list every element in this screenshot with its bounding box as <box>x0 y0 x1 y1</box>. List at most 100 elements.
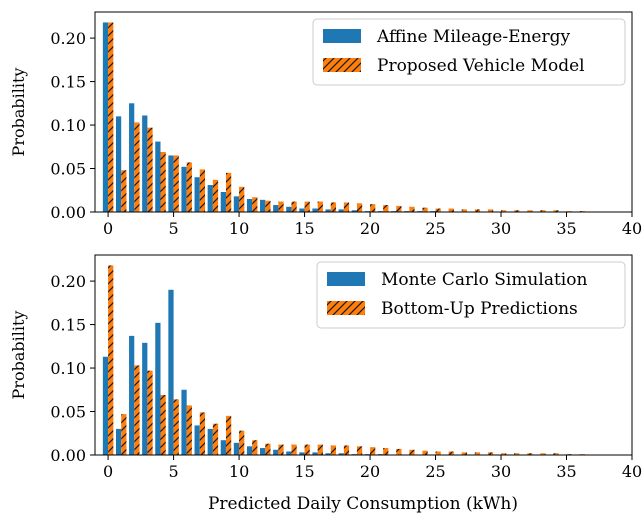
bottom-legend-swatch-monte-carlo <box>327 272 365 286</box>
bottom-x-ticks: 0 5 10 15 20 25 30 35 40 <box>103 455 642 481</box>
bar-top-series-1-x-26 <box>448 208 454 212</box>
bar-top-series-1-x-7 <box>199 169 206 212</box>
bar-top-series-1-x-24 <box>422 207 428 212</box>
bar-top-series-1-x-34 <box>553 210 559 212</box>
bar-bottom-series-1-x-3 <box>147 370 153 455</box>
bar-top-series-0-x-13 <box>273 205 279 212</box>
x-tick-label: 15 <box>294 462 314 481</box>
bar-top-series-1-x-25 <box>435 208 441 212</box>
bar-top-series-0-x-10 <box>233 196 240 212</box>
bar-bottom-series-0-x-3 <box>142 342 148 455</box>
x-tick-label: 20 <box>360 462 380 481</box>
bar-bottom-series-1-x-16 <box>317 444 323 455</box>
bar-top-series-0-x-2 <box>129 103 135 212</box>
x-tick-label: 0 <box>103 219 113 238</box>
bar-top-series-1-x-6 <box>186 162 192 212</box>
x-tick-label: 30 <box>491 462 511 481</box>
top-y-axis-label: Probability <box>9 68 28 157</box>
bar-bottom-series-1-x-9 <box>225 415 232 455</box>
bar-bottom-series-0-x-15 <box>299 452 305 455</box>
bar-top-series-0-x-8 <box>207 185 213 212</box>
bar-bottom-series-1-x-31 <box>514 453 520 455</box>
x-tick-label: 30 <box>491 219 511 238</box>
bar-top-series-1-x-31 <box>514 210 520 212</box>
top-legend-label-proposed: Proposed Vehicle Model <box>377 56 585 76</box>
bar-bottom-series-1-x-22 <box>396 448 402 455</box>
bar-bottom-series-1-x-14 <box>291 444 297 455</box>
x-tick-label: 0 <box>103 462 113 481</box>
bar-top-series-0-x-5 <box>168 155 174 212</box>
x-tick-label: 10 <box>229 462 249 481</box>
bar-bottom-series-0-x-2 <box>129 335 135 455</box>
y-tick-label: 0.15 <box>50 73 86 92</box>
x-tick-label: 5 <box>168 219 178 238</box>
bar-top-series-1-x-27 <box>461 209 467 212</box>
bar-bottom-series-1-x-33 <box>540 453 546 455</box>
bar-top-series-1-x-0 <box>108 22 114 213</box>
bar-bottom-series-0-x-17 <box>325 453 331 455</box>
x-tick-label: 40 <box>622 219 642 238</box>
x-tick-label: 15 <box>294 219 314 238</box>
bar-top-series-0-x-15 <box>299 208 305 212</box>
bar-bottom-series-0-x-16 <box>312 452 318 455</box>
bar-top-series-1-x-29 <box>487 209 494 212</box>
bar-bottom-series-1-x-6 <box>186 405 192 455</box>
top-subplot: 0 5 10 15 20 25 30 35 40 0.00 0.05 0.10 0.15 0.20 Pr… <box>9 11 642 238</box>
top-axes-frame <box>94 11 633 213</box>
bar-bottom-series-1-x-29 <box>487 452 494 455</box>
bar-bottom-series-1-x-11 <box>252 440 258 455</box>
y-tick-label: 0.20 <box>50 29 86 48</box>
bar-bottom-series-0-x-11 <box>246 446 253 455</box>
x-tick-label: 35 <box>556 462 576 481</box>
x-tick-label: 10 <box>229 219 249 238</box>
bar-top-series-1-x-17 <box>330 202 336 212</box>
bottom-legend-label-monte-carlo: Monte Carlo Simulation <box>381 270 587 290</box>
bar-bottom-series-1-x-28 <box>474 452 481 455</box>
bar-top-series-0-x-17 <box>325 209 331 212</box>
bar-top-series-0-x-11 <box>246 198 253 212</box>
bar-top-series-1-x-14 <box>291 201 297 212</box>
bar-top-series-1-x-3 <box>147 127 153 212</box>
bar-top-series-1-x-20 <box>370 204 376 212</box>
bar-bottom-series-1-x-18 <box>343 445 350 455</box>
bar-bottom-series-1-x-10 <box>239 430 245 455</box>
bar-bottom-series-1-x-7 <box>199 412 206 455</box>
top-x-ticks: 0 5 10 15 20 25 30 35 40 <box>103 212 642 238</box>
bottom-legend: Monte Carlo Simulation Bottom-Up Predict… <box>316 261 626 329</box>
bar-top-series-1-x-18 <box>343 202 350 212</box>
y-tick-label: 0.10 <box>50 116 86 135</box>
bar-top-series-1-x-28 <box>474 209 481 212</box>
bottom-legend-box <box>316 261 626 329</box>
bar-bottom-series-1-x-23 <box>409 449 415 455</box>
bar-top-series-0-x-0 <box>102 22 109 213</box>
bar-bottom-series-0-x-10 <box>233 442 240 455</box>
x-tick-label: 35 <box>556 219 576 238</box>
bar-top-series-1-x-8 <box>212 179 219 212</box>
bar-bottom-series-0-x-4 <box>155 322 161 455</box>
bar-bottom-series-1-x-8 <box>212 423 219 455</box>
bar-bottom-series-1-x-32 <box>527 453 533 455</box>
bottom-bars <box>102 265 585 455</box>
bar-bottom-series-1-x-2 <box>134 365 140 455</box>
bar-top-series-1-x-21 <box>383 205 389 212</box>
y-tick-label: 0.15 <box>50 316 86 335</box>
bar-top-series-0-x-9 <box>220 192 226 212</box>
bottom-subplot: 0 5 10 15 20 25 30 35 40 0.00 0.05 0.10 0.15 0.20 Pr… <box>9 254 642 514</box>
bar-bottom-series-1-x-34 <box>553 453 559 455</box>
bar-top-series-1-x-33 <box>540 210 546 212</box>
bar-top-series-1-x-1 <box>121 170 127 212</box>
bar-top-series-0-x-7 <box>194 177 200 212</box>
bar-top-series-0-x-14 <box>286 206 292 212</box>
bar-bottom-series-0-x-9 <box>220 440 226 455</box>
bar-top-series-1-x-13 <box>278 201 284 212</box>
bar-bottom-series-1-x-24 <box>422 450 428 455</box>
bar-bottom-series-0-x-13 <box>273 449 279 455</box>
bar-top-series-1-x-16 <box>317 201 323 212</box>
x-tick-label: 5 <box>168 462 178 481</box>
bar-top-series-1-x-30 <box>501 210 507 212</box>
bar-top-series-1-x-10 <box>239 186 245 212</box>
bar-top-series-1-x-22 <box>396 205 402 212</box>
bar-top-series-0-x-19 <box>351 210 357 212</box>
bar-bottom-series-0-x-14 <box>286 451 292 455</box>
